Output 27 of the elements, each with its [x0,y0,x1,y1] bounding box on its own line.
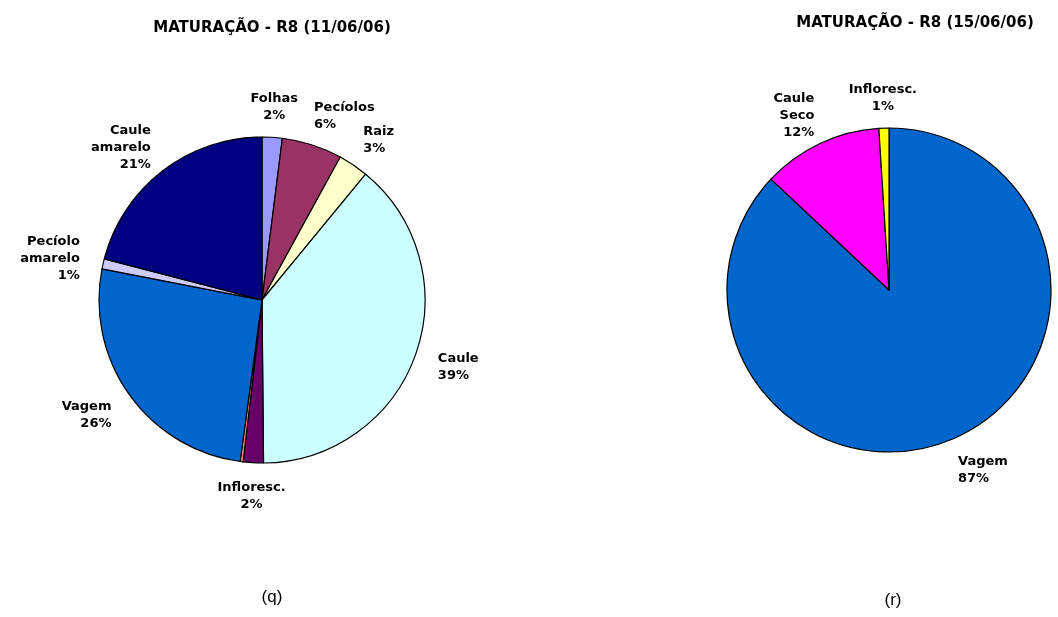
slice-label: Folhas [250,89,299,105]
chart-title: MATURAÇÃO - R8 (15/06/06) [796,12,1034,31]
slice-label: Pecíolos [314,98,375,114]
data-label: 6% [314,115,337,131]
data-label: 26% [80,415,112,431]
slice-label: Infloresc. [848,80,918,96]
slice-label: Caule Seco [773,90,815,123]
data-label: 1% [871,97,894,113]
text: (r) [884,590,902,609]
slice-label: Caule [437,349,479,365]
data-label: 3% [363,140,386,156]
data-label: 39% [437,366,469,382]
data-label: 2% [263,106,286,122]
data-label: 1% [57,266,80,282]
slice-label: Raiz [363,123,395,139]
data-label: 12% [783,124,815,140]
text: (q) [261,587,283,606]
data-label: 2% [240,496,263,512]
data-label: 21% [119,155,151,171]
slice-label: Vagem [958,452,1008,468]
slice-label: Vagem [61,398,112,414]
slice-label: Infloresc. [217,479,286,495]
chart-title: MATURAÇÃO - R8 (11/06/06) [153,17,391,36]
slice-label: Pecíolo amarelo [20,232,80,265]
slice-label: Caule amarelo [91,121,151,154]
data-label: 87% [958,469,990,485]
pie-slice [726,127,1052,453]
